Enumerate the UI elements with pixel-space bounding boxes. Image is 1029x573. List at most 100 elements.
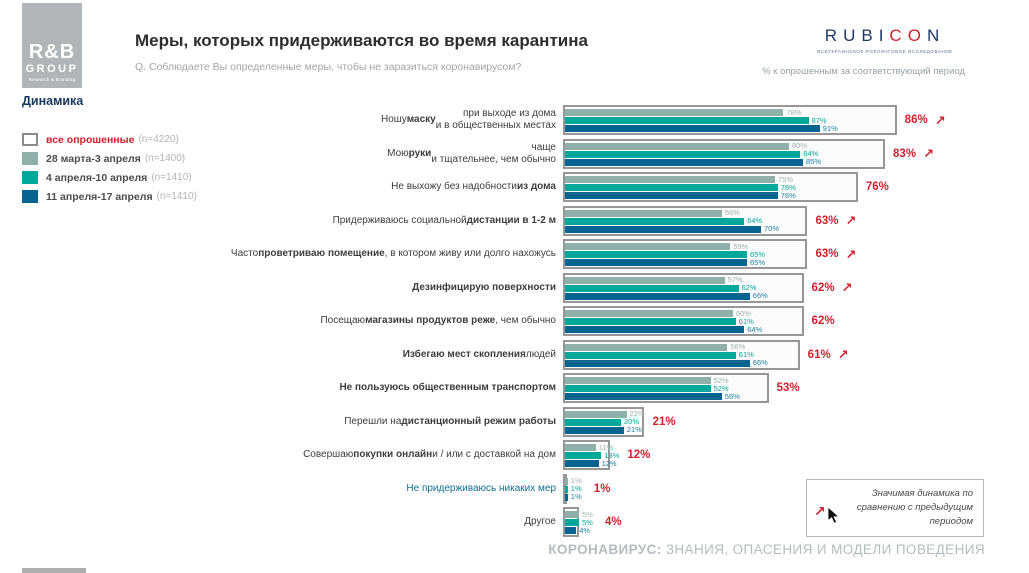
total-value: 63% xyxy=(815,214,839,227)
footer-title-bold: КОРОНАВИРУС: xyxy=(548,542,662,557)
total-value: 83% xyxy=(893,147,917,160)
legend-swatch xyxy=(22,190,38,203)
bar-period-2 xyxy=(565,150,801,158)
bar-period-1 xyxy=(565,276,725,284)
category-label: Не пользуюсь общественным транспортом xyxy=(339,382,556,394)
bar-period-1 xyxy=(565,142,789,150)
bar-value-label: 22% xyxy=(629,409,645,418)
total-bar: 59% 65% 65% xyxy=(563,239,808,269)
total-group: 86% ↗ xyxy=(905,104,946,136)
bar-value-label: 75% xyxy=(778,174,794,184)
bar-period-3 xyxy=(565,259,747,266)
bar-period-2 xyxy=(565,385,711,392)
total-bar: 11% 13% 12% xyxy=(563,440,619,470)
bar-value-label: 56% xyxy=(724,208,740,217)
chart-row: Придерживаюсь социальной дистанции в 1-2… xyxy=(0,205,1010,237)
category-label: Мою руки чаще и тщательнее, чем обычно xyxy=(387,141,556,165)
total-bar: 80% 84% 85% xyxy=(563,138,886,169)
bar-value-label: 61% xyxy=(738,350,754,359)
rubicon-letter: B xyxy=(861,26,879,45)
total-bar: 60% 61% 64% xyxy=(563,306,804,336)
total-value: 12% xyxy=(627,449,651,461)
total-group: 76% xyxy=(866,171,889,203)
bar-period-2 xyxy=(565,217,745,225)
total-bar: 22% 20% 21% xyxy=(563,406,645,437)
total-value: 53% xyxy=(776,382,800,394)
bar-value-label: 78% xyxy=(786,107,802,117)
legend-item: 11 апреля-17 апреля (n=1410) xyxy=(22,187,237,206)
bar-value-label: 76% xyxy=(780,190,796,200)
bar-period-1 xyxy=(565,444,596,451)
bar-period-2 xyxy=(565,452,602,459)
total-group: 53% xyxy=(777,372,800,404)
total-value: 62% xyxy=(811,281,835,294)
bar-period-3 xyxy=(565,359,750,367)
up-trend-icon: ↗ xyxy=(841,280,853,295)
legend-label: 11 апреля-17 апреля xyxy=(46,190,153,203)
bar-period-3 xyxy=(565,460,599,467)
rb-logo-text: R&B xyxy=(28,40,76,63)
total-bar: 58% 61% 66% xyxy=(563,339,800,370)
up-trend-icon: ↗ xyxy=(814,503,826,519)
category-label: Посещаю магазины продуктов реже, чем обы… xyxy=(320,315,556,327)
bottom-accent-bar xyxy=(22,568,86,573)
bar-value-label: 56% xyxy=(724,391,740,401)
bar-period-2 xyxy=(565,284,739,292)
total-group: 4% xyxy=(605,506,622,538)
bar-period-3 xyxy=(565,393,722,400)
chart-row: Посещаю магазины продуктов реже, чем обы… xyxy=(0,305,1010,337)
legend-item: все опрошенные (n=4220) xyxy=(22,130,237,149)
total-group: 61% ↗ xyxy=(808,339,849,371)
legend-item: 28 марта-3 апреля (n=1400) xyxy=(22,149,237,168)
bar-period-3 xyxy=(565,426,624,434)
bar-value-label: 61% xyxy=(738,316,754,326)
bar-value-label: 64% xyxy=(747,216,763,225)
total-group: 63% ↗ xyxy=(815,205,856,237)
category-label: Не придерживаюсь никаких мер xyxy=(406,482,556,494)
total-group: 63% ↗ xyxy=(815,238,856,270)
bar-period-1 xyxy=(565,109,784,116)
bar-value-label: 21% xyxy=(626,425,642,434)
bar-value-label: 64% xyxy=(747,324,763,334)
page-title: Меры, которых придерживаются во время ка… xyxy=(135,31,588,50)
bar-value-label: 87% xyxy=(811,115,827,125)
total-bar: 52% 52% 56% xyxy=(563,373,769,403)
up-trend-icon: ↗ xyxy=(845,246,857,262)
chart-row: Дезинфицирую поверхности 57% 62% 66% 62% ↗ xyxy=(0,272,1010,304)
category-label: Перешли на дистанционный режим работы xyxy=(344,415,556,427)
chart-row: Совершаю покупки онлайн и / или с достав… xyxy=(0,439,1010,471)
total-value: 76% xyxy=(865,181,889,193)
bar-value-label: 57% xyxy=(727,275,743,284)
legend-label: 4 апреля-10 апреля xyxy=(46,171,148,184)
total-value: 1% xyxy=(593,482,611,495)
total-value: 62% xyxy=(811,315,835,327)
legend-label: все опрошенные xyxy=(46,133,135,146)
chart-row: Не пользуюсь общественным транспортом 52%… xyxy=(0,372,1010,404)
rb-group-logo: R&B GROUP Research & Branding xyxy=(22,3,82,88)
bar-period-2 xyxy=(565,117,809,124)
bar-value-label: 1% xyxy=(570,492,582,501)
total-bar: 75% 76% 76% xyxy=(563,172,858,202)
total-value: 61% xyxy=(807,348,831,361)
chart-row: Избегаю мест скопления людей 58% 61% 66% 61%… xyxy=(0,339,1010,371)
up-trend-icon: ↗ xyxy=(923,146,934,161)
bar-period-1 xyxy=(565,310,733,317)
bar-value-label: 80% xyxy=(792,141,808,150)
category-label: Совершаю покупки онлайн и / или с достав… xyxy=(303,449,556,461)
bar-period-2 xyxy=(565,351,736,359)
bar-period-1 xyxy=(565,477,568,485)
bar-value-label: 5% xyxy=(582,509,593,519)
rubicon-letter: U xyxy=(843,26,862,45)
bar-value-label: 20% xyxy=(624,417,640,426)
bar-period-3 xyxy=(565,125,820,132)
up-trend-icon: ↗ xyxy=(845,213,857,228)
total-group: 83% ↗ xyxy=(893,138,934,170)
legend-items: все опрошенные (n=4220) 28 марта-3 апреля(… xyxy=(22,130,237,206)
total-bar: 57% 62% 66% xyxy=(563,272,804,303)
bar-value-label: 65% xyxy=(750,257,766,267)
bar-value-label: 66% xyxy=(752,291,768,300)
bar-value-label: 70% xyxy=(764,224,780,233)
total-group: 12% xyxy=(627,439,650,471)
total-value: 63% xyxy=(815,248,839,260)
bar-period-2 xyxy=(565,519,579,526)
